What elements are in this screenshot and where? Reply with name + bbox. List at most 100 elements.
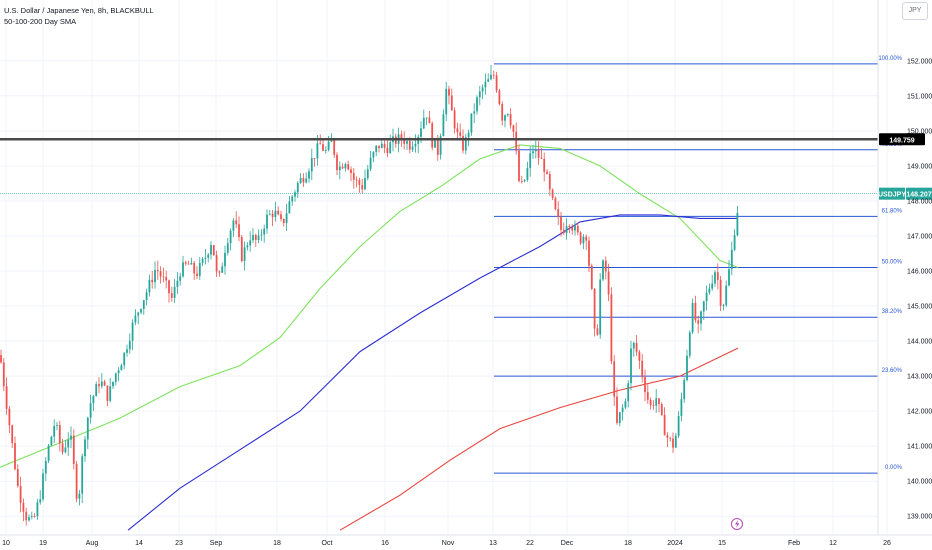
candle-body — [557, 209, 560, 218]
candle-body — [649, 399, 652, 406]
lightning-icon[interactable] — [731, 518, 743, 530]
currency-button[interactable]: JPY — [902, 2, 928, 20]
candle-body — [112, 381, 114, 387]
candle-body — [36, 502, 39, 517]
candle-body — [540, 157, 543, 159]
candle-body — [708, 288, 711, 293]
y-tick-label: 144.000 — [907, 339, 932, 346]
candle-body — [428, 117, 431, 124]
candle-body — [274, 210, 277, 218]
candle-body — [254, 235, 257, 240]
candle-body — [501, 104, 504, 121]
candle-body — [117, 370, 120, 374]
candle-body — [190, 262, 193, 265]
candle-body — [277, 210, 280, 215]
x-tick-label: 15 — [718, 540, 726, 547]
candle-body — [420, 128, 422, 137]
candle-body — [299, 178, 302, 183]
candle-body — [224, 252, 226, 267]
candle-body — [145, 292, 148, 301]
y-tick-label: 139.000 — [907, 514, 932, 521]
candle-body — [414, 143, 417, 147]
candle-body — [532, 151, 534, 154]
candle-body — [716, 272, 719, 280]
symbol-tag — [879, 187, 905, 200]
candle-body — [702, 301, 705, 312]
fibonacci-retracement[interactable]: 100.00%78.60%61.80%50.00%38.20%23.60%0.0… — [494, 56, 903, 474]
candle-body — [170, 293, 173, 298]
candle-body — [252, 235, 254, 241]
candle-body — [445, 88, 448, 115]
candle-body — [700, 311, 702, 324]
candle-body — [44, 460, 47, 474]
y-tick-label: 146.000 — [907, 268, 932, 275]
time-axis[interactable]: 10 19 Aug 14 23 Sep 18 Oct 16 Nov 13 22 Dec 18 2024 15 F… — [0, 534, 932, 547]
candle-body — [380, 143, 383, 148]
x-tick-label: Dec — [561, 540, 574, 547]
candle-body — [504, 115, 506, 121]
candle-body — [422, 117, 425, 129]
overlays[interactable]: 149.759 USDJPY 148.207 — [0, 133, 932, 530]
x-tick-label: 19 — [39, 540, 47, 547]
candle-body — [453, 110, 456, 129]
candle-body — [590, 265, 593, 289]
candle-body — [238, 224, 240, 238]
candle-body — [159, 271, 162, 277]
candle-body — [22, 502, 25, 512]
candle-body — [333, 140, 336, 155]
candle-body — [607, 271, 610, 295]
candle-body — [478, 91, 481, 98]
candle-body — [467, 132, 470, 138]
candle-body — [11, 425, 14, 444]
candle-body — [512, 125, 515, 132]
lightning-icon-bolt — [735, 520, 740, 528]
candle-body — [652, 405, 655, 406]
candle-body — [142, 300, 145, 309]
candle-body — [126, 349, 128, 353]
candle-body — [585, 236, 588, 241]
candle-body — [271, 213, 274, 218]
candle-body — [666, 435, 669, 438]
candle-body — [5, 386, 8, 409]
y-tick-label: 151.000 — [907, 93, 932, 100]
candle-body — [260, 234, 263, 236]
indicator-legend[interactable]: 50-100-200 Day SMA — [4, 17, 77, 26]
candle-body — [574, 225, 576, 231]
x-tick-label: 2024 — [667, 540, 683, 547]
candle-body — [78, 493, 81, 499]
candle-body — [154, 270, 156, 283]
candle-body — [462, 135, 464, 151]
candle-body — [47, 445, 50, 461]
candle-body — [439, 136, 442, 155]
candle-body — [187, 263, 190, 265]
candle-body — [526, 168, 529, 180]
candle-body — [355, 179, 358, 181]
candle-body — [81, 456, 84, 494]
candle-body — [201, 258, 204, 263]
candle-body — [246, 245, 249, 248]
candle-body — [243, 247, 246, 262]
candle-body — [319, 143, 322, 145]
x-tick-label: 26 — [883, 540, 891, 547]
candle-body — [151, 279, 154, 283]
price-axis[interactable]: 139.000 140.000 141.000 142.000 143.000 144.0… — [877, 0, 932, 535]
fib-level-label: 61.80% — [882, 208, 903, 214]
fib-level-label: 23.60% — [882, 368, 903, 374]
candle-body — [16, 469, 19, 486]
last-price-label: 148.207 — [906, 192, 931, 199]
candle-body — [134, 315, 137, 323]
candle-body — [296, 182, 299, 193]
candle-body — [75, 464, 78, 499]
candle-body — [56, 425, 58, 426]
y-tick-label: 142.000 — [907, 409, 932, 416]
candle-body — [646, 392, 649, 400]
candle-body — [492, 74, 495, 76]
candle-body — [366, 169, 369, 179]
resistance-price-tag — [879, 133, 925, 146]
y-tick-label: 150.000 — [907, 128, 932, 135]
candle-body — [498, 90, 501, 105]
candle-body — [518, 150, 520, 182]
candle-body — [568, 226, 571, 227]
